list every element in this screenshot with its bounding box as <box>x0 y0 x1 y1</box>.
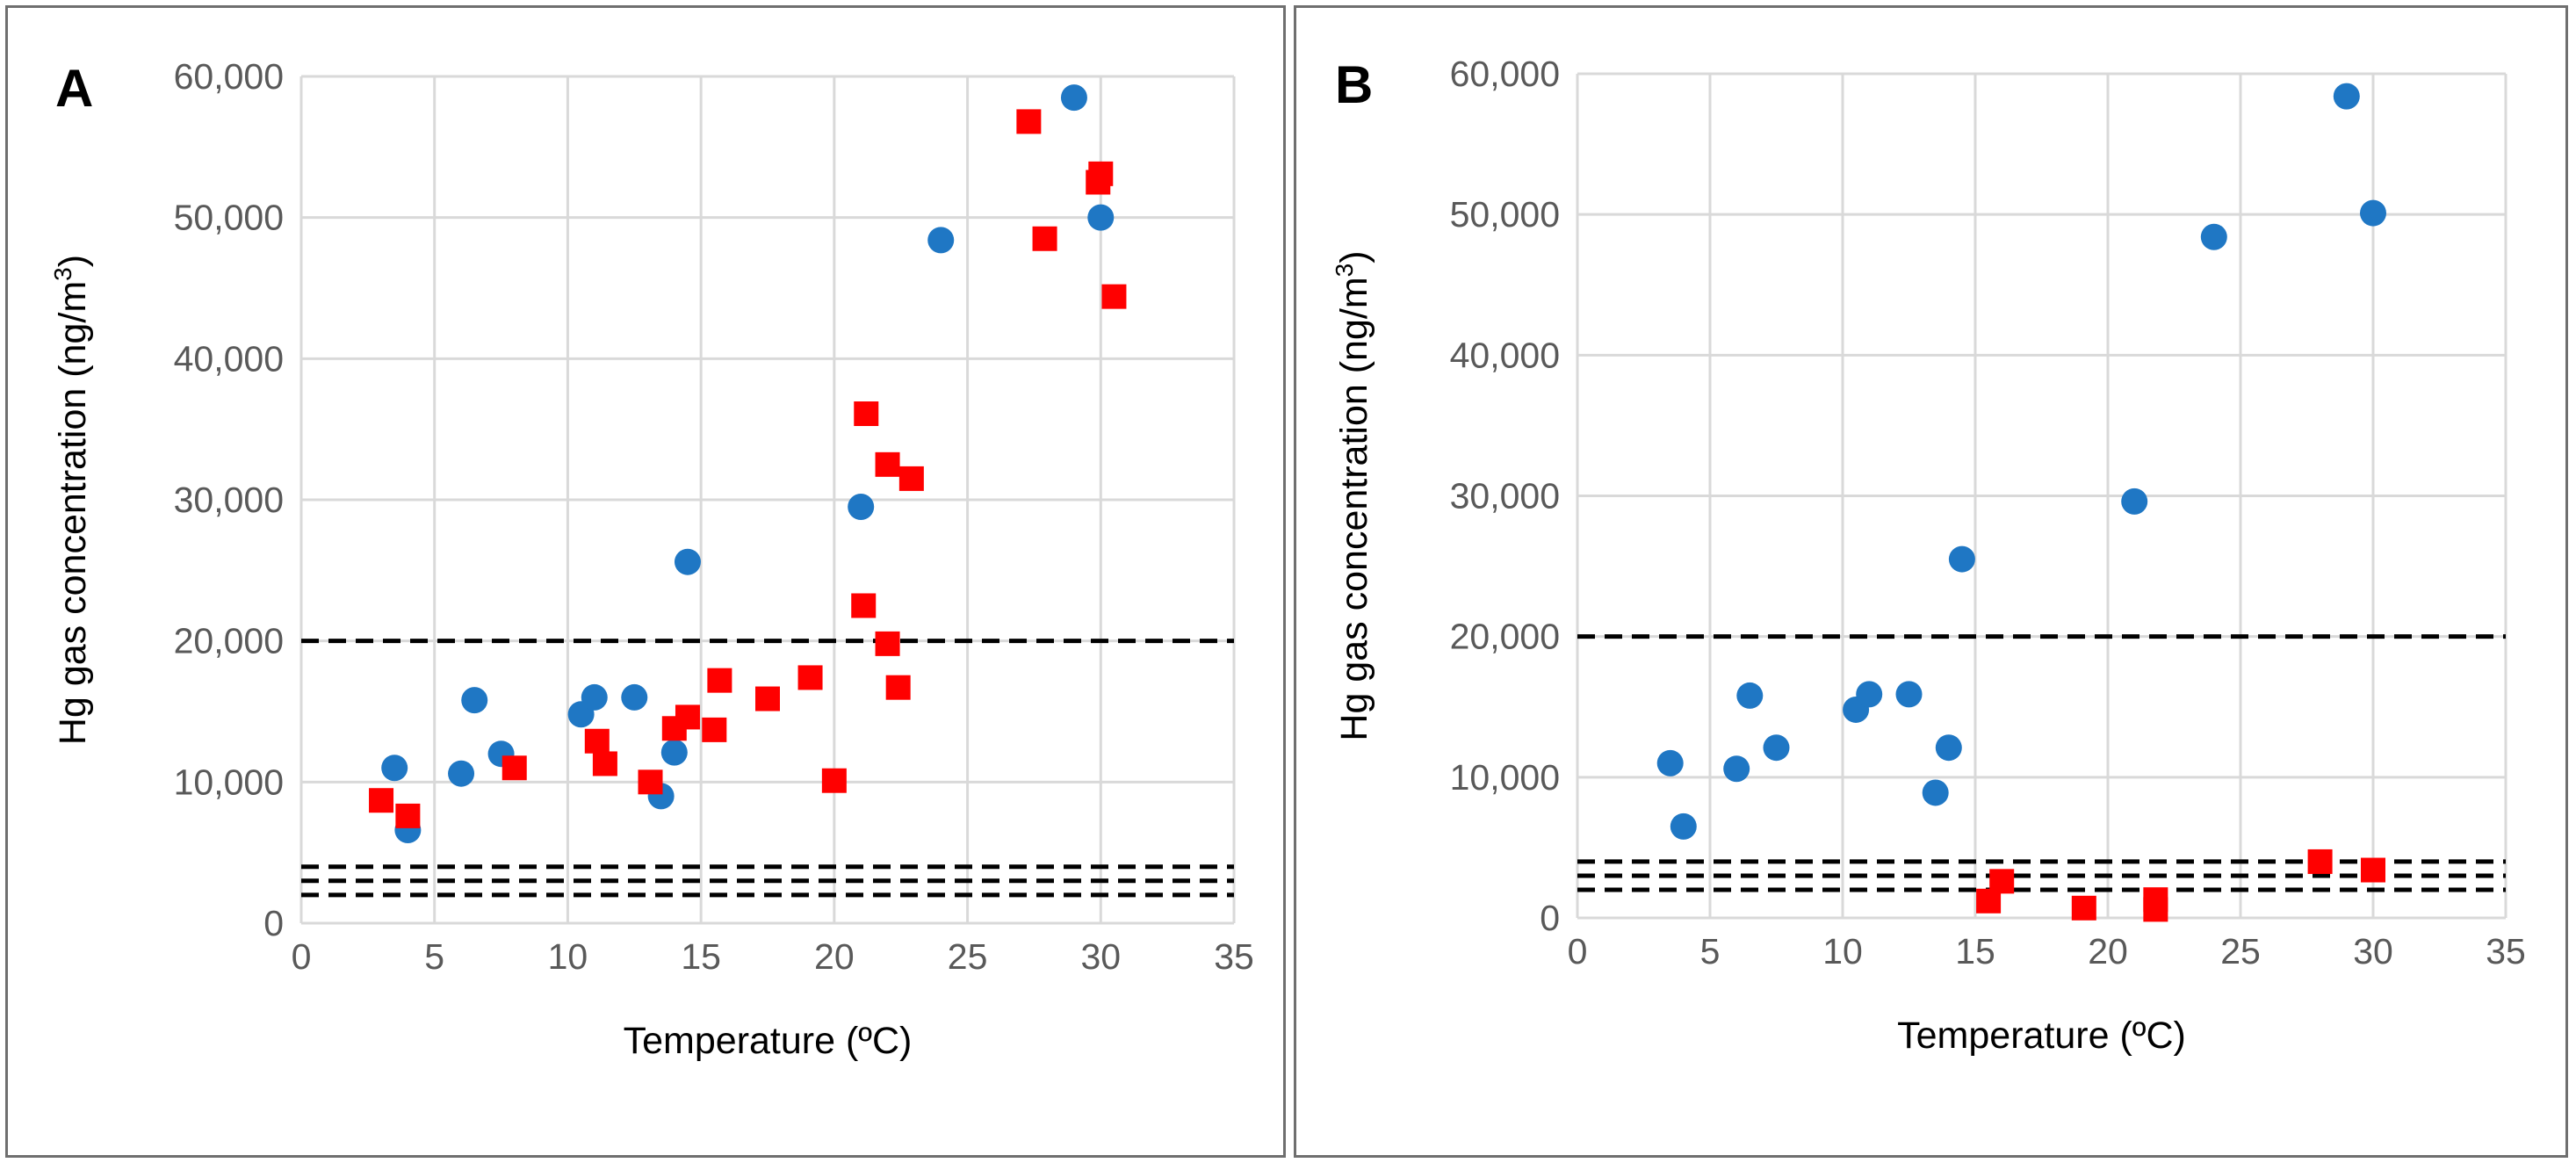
x-tick-label: 5 <box>424 936 444 977</box>
data-point-square <box>638 769 663 795</box>
x-tick-label: 25 <box>2220 931 2261 971</box>
y-axis-title-text: Hg gas concentration (ng/m <box>1333 277 1375 740</box>
y-tick-label: 10,000 <box>1450 757 1560 798</box>
x-axis-title: Temperature (ºC) <box>624 1020 913 1062</box>
y-tick-label: 60,000 <box>174 56 284 97</box>
x-tick-label: 20 <box>2088 931 2128 971</box>
x-tick-label: 15 <box>681 936 721 977</box>
y-axis-title-text: Hg gas concentration (ng/m <box>52 281 94 745</box>
data-point-circle <box>1670 812 1697 840</box>
data-point-circle <box>381 755 408 782</box>
x-tick-label: 10 <box>1822 931 1863 971</box>
data-point-circle <box>1895 681 1923 708</box>
data-point-circle <box>1922 779 1949 806</box>
data-point-square <box>854 401 879 426</box>
panel-label: A <box>55 59 93 118</box>
y-tick-label: 60,000 <box>1450 54 1560 94</box>
x-tick-label: 25 <box>948 936 988 977</box>
y-axis-title-suffix: ) <box>1333 250 1375 263</box>
data-point-square <box>1016 109 1042 134</box>
data-point-circle <box>1856 681 1883 708</box>
x-tick-label: 10 <box>548 936 588 977</box>
y-tick-label: 20,000 <box>1450 617 1560 657</box>
data-point-circle <box>1060 84 1087 112</box>
y-axis-title-suffix: ) <box>52 255 94 267</box>
data-point-square <box>395 803 421 828</box>
data-point-square <box>702 717 727 742</box>
data-point-circle <box>1948 545 1975 573</box>
data-point-square <box>584 728 610 754</box>
data-point-square <box>851 593 877 618</box>
y-axis-title: Hg gas concentration (ng/m3) <box>1331 250 1375 740</box>
data-point-square <box>875 631 900 656</box>
x-tick-label: 20 <box>814 936 855 977</box>
data-point-square <box>2071 895 2096 921</box>
y-tick-label: 0 <box>1540 898 1560 938</box>
data-point-square <box>1101 284 1127 309</box>
data-point-square <box>1032 226 1057 251</box>
data-point-square <box>1989 869 2015 894</box>
x-tick-label: 30 <box>1080 936 1121 977</box>
y-tick-label: 30,000 <box>174 480 284 520</box>
x-tick-label: 0 <box>1568 931 1588 971</box>
x-tick-label: 15 <box>1955 931 1995 971</box>
data-point-circle <box>660 739 688 766</box>
data-point-square <box>797 665 823 690</box>
y-tick-label: 40,000 <box>174 338 284 379</box>
chart-panel-b: 0 10,000 20,000 30,000 40,000 50,000 60,000 0 5 1… <box>1294 5 2568 1158</box>
data-point-square <box>898 466 924 491</box>
y-axis-title-superscript: 3 <box>49 267 76 281</box>
data-point-circle <box>1763 734 1790 762</box>
data-point-circle <box>621 683 648 711</box>
data-point-square <box>592 751 617 776</box>
data-point-square <box>875 451 900 477</box>
data-point-square <box>707 668 732 693</box>
data-point-circle <box>461 687 488 714</box>
data-point-circle <box>1736 682 1764 709</box>
data-point-circle <box>848 494 875 521</box>
x-tick-label: 30 <box>2353 931 2393 971</box>
y-tick-label: 50,000 <box>1450 194 1560 235</box>
y-axis-title: Hg gas concentration (ng/m3) <box>49 255 94 745</box>
data-point-square <box>755 686 780 711</box>
data-point-square <box>2361 857 2385 883</box>
data-point-circle <box>448 760 475 787</box>
panel-label: B <box>1335 55 1373 114</box>
x-tick-label: 35 <box>2486 931 2526 971</box>
data-point-circle <box>674 548 701 575</box>
y-tick-label: 10,000 <box>174 762 284 802</box>
data-point-circle <box>1723 755 1750 783</box>
data-point-square <box>2143 897 2168 922</box>
y-tick-label: 40,000 <box>1450 335 1560 375</box>
data-point-square <box>369 788 394 813</box>
scatter-chart-a: 0 10,000 20,000 30,000 40,000 50,000 60,000 0 5 1… <box>49 56 1254 1062</box>
data-point-circle <box>2121 488 2148 515</box>
data-point-circle <box>1656 749 1684 776</box>
chart-panel-a: 0 10,000 20,000 30,000 40,000 50,000 60,000 0 5 1… <box>5 5 1286 1158</box>
data-point-square <box>501 755 527 781</box>
x-axis-title: Temperature (ºC) <box>1897 1015 2186 1057</box>
data-point-square <box>1088 161 1114 186</box>
data-point-circle <box>2200 223 2227 250</box>
x-tick-label: 0 <box>292 936 312 977</box>
data-point-circle <box>2360 199 2386 227</box>
data-point-square <box>885 675 911 700</box>
data-point-square <box>2307 849 2333 874</box>
scatter-chart-b: 0 10,000 20,000 30,000 40,000 50,000 60,000 0 5 1… <box>1331 54 2526 1057</box>
data-point-circle <box>1935 734 1962 762</box>
x-tick-label: 35 <box>1214 936 1254 977</box>
data-point-square <box>821 768 847 793</box>
y-axis-title-superscript: 3 <box>1331 264 1358 278</box>
y-tick-label: 30,000 <box>1450 476 1560 516</box>
data-point-circle <box>927 227 955 254</box>
y-tick-label: 50,000 <box>174 198 284 238</box>
y-tick-label: 20,000 <box>174 621 284 661</box>
data-point-square <box>675 704 700 730</box>
data-point-circle <box>1087 204 1115 231</box>
data-point-circle <box>2333 83 2360 110</box>
y-tick-label: 0 <box>263 903 284 943</box>
data-point-circle <box>581 683 608 711</box>
x-tick-label: 5 <box>1700 931 1721 971</box>
